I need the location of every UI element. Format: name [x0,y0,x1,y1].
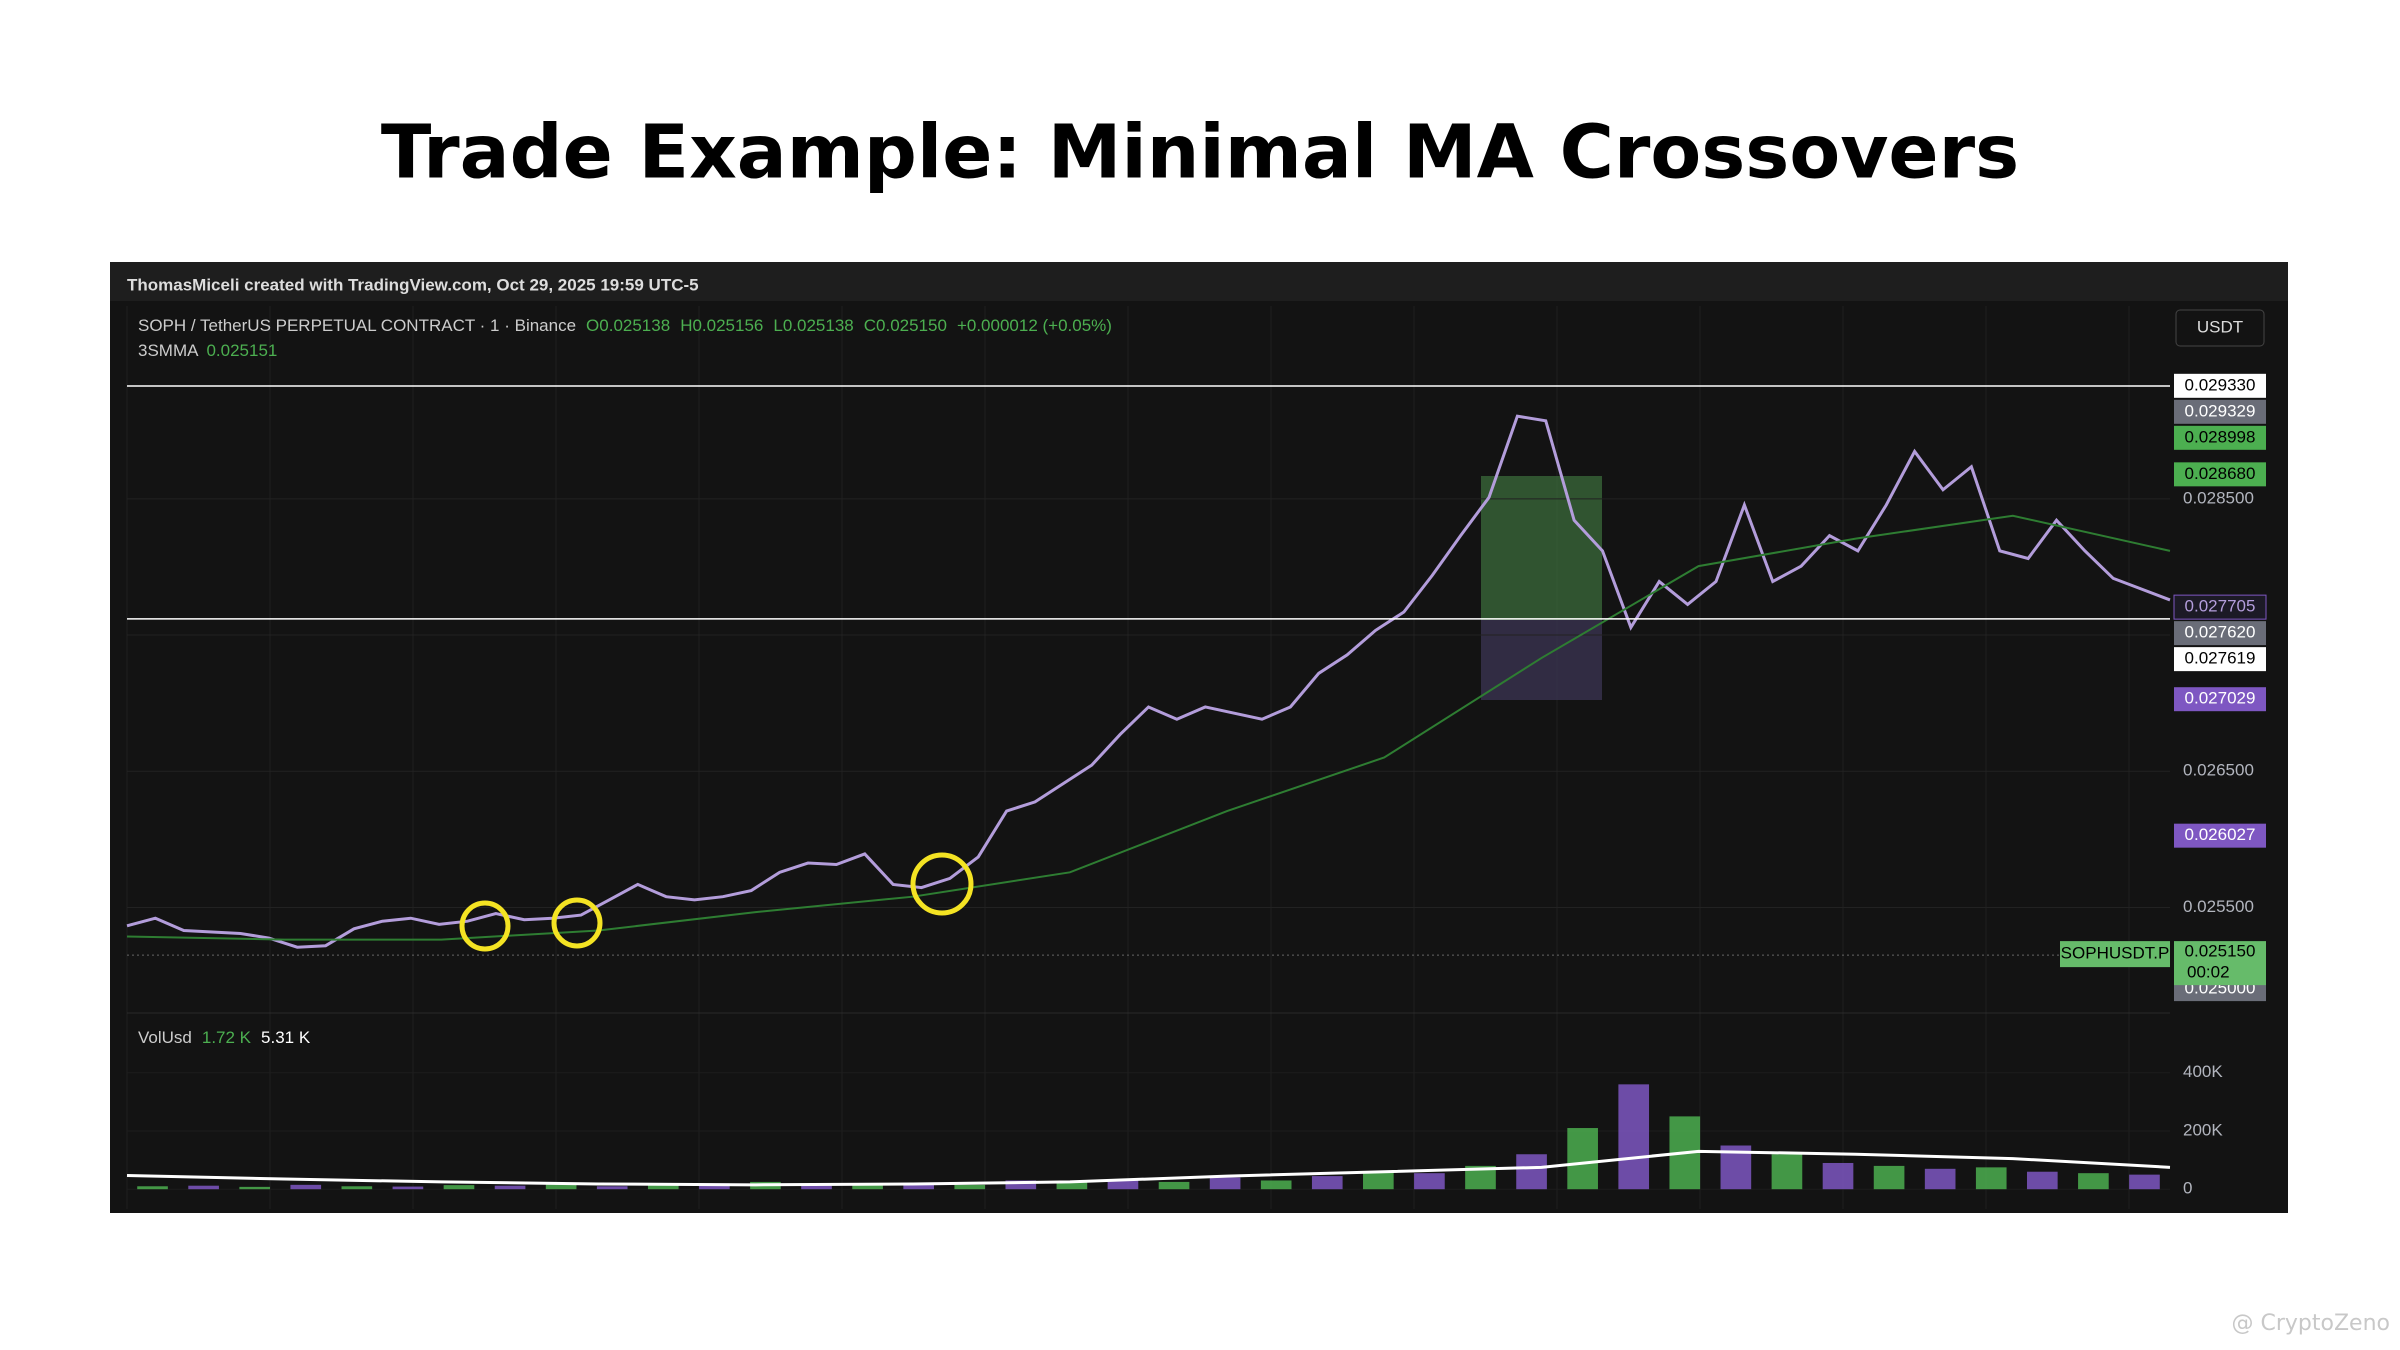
volume-bar [1771,1154,1803,1190]
volume-ma-value: 5.31 K [261,1028,311,1047]
current-price-label: 0.025150 [2185,942,2256,961]
price-badge [2174,687,2266,712]
volume-value: 1.72 K [202,1028,252,1047]
volume-bar [1209,1177,1241,1190]
volume-bar [852,1183,883,1190]
plot: 0.0255000.0265000.0275000.0285000200K400… [126,373,2267,1198]
ohlc-change: +0.000012 (+0.05%) [957,316,1112,335]
ma-value: 0.025151 [206,341,277,360]
volume-bar [1363,1171,1394,1190]
price-badge-label: 0.027619 [2185,649,2256,668]
volume-bar [341,1186,373,1190]
volume-bar [1516,1154,1547,1190]
price-badge-label: 0.026027 [2185,825,2256,844]
symbol-badge [2060,941,2170,968]
ma-legend: 3SMMA 0.025151 [138,341,277,360]
y-tick-label: 0.025500 [2183,897,2254,916]
volume-bar [647,1184,679,1190]
price-badge-label: 0.027705 [2185,597,2256,616]
volume-bar [1311,1176,1343,1190]
price-badge-label: 0.028680 [2185,464,2256,483]
volume-ma-line [126,1149,2171,1187]
volume-bar [1056,1181,1088,1190]
price-badge [2174,621,2266,646]
price-badge-label: 0.027029 [2185,689,2256,708]
volume-bar [1107,1179,1139,1190]
y-tick-label: 0.026500 [2183,761,2254,780]
volume-bar [137,1186,168,1190]
y-tick-label: 0.028500 [2183,488,2254,507]
chart-panel [110,262,2288,1213]
ohlc-low: L0.025138 [773,316,853,335]
currency-box [2175,309,2265,347]
ohlc-close: C0.025150 [864,316,947,335]
volume-bar [1414,1173,1445,1190]
volume-bar [1465,1165,1496,1190]
volume-bar [2078,1173,2109,1190]
price-line [126,414,2171,949]
volume-legend: VolUsd 1.72 K 5.31 K [138,1028,311,1047]
attribution-bar [110,262,2288,301]
price-badge [2174,373,2266,398]
symbol-legend: SOPH / TetherUS PERPETUAL CONTRACT · 1 ·… [138,316,1112,335]
volume-bar [1005,1180,1037,1190]
price-badge-label: 0.029330 [2185,375,2256,394]
attribution: ThomasMiceli created with TradingView.co… [127,275,699,294]
price-badge-label: 0.029329 [2185,401,2256,420]
volume-bar [2026,1171,2058,1190]
price-badge [2174,399,2266,424]
volume-bar [1567,1128,1598,1190]
volume-bar [1158,1181,1190,1190]
volume-bar [1975,1167,2007,1190]
crossover-circle [910,852,974,916]
volume-bar [801,1185,832,1190]
symbol-badge-label: SOPHUSDT.P [2061,944,2170,963]
volume-bar [1618,1084,1650,1190]
price-badge [2173,594,2267,620]
volume-bar [903,1182,934,1190]
volume-bar [954,1184,986,1190]
watermark: @ CryptoZeno [2232,1311,2390,1336]
take-profit-zone [1481,476,1602,620]
volume-bar [1822,1162,1854,1190]
price-badge [2174,647,2266,672]
price-badge-label: 0.027620 [2185,623,2256,642]
vertical-grid [126,306,2130,1209]
volume-bar [188,1185,219,1190]
price-badge [2174,425,2266,450]
volume-bar [1924,1168,1956,1190]
crossover-circle [551,897,603,949]
price-badge [2174,823,2266,848]
ma-name: 3SMMA [138,341,199,360]
slide-title: Trade Example: Minimal MA Crossovers [381,110,2019,196]
volume-bar [596,1186,628,1190]
volume-name: VolUsd [138,1028,192,1047]
crossover-circle [459,900,511,952]
price-badge-label: 0.028998 [2185,427,2256,446]
symbol: SOPH / TetherUS PERPETUAL CONTRACT · 1 ·… [138,316,576,335]
volume-bar [494,1185,526,1190]
stop-loss-zone [1481,620,1602,700]
price-badge [2174,462,2266,487]
currency: USDT [2197,317,2243,336]
ohlc-open: O0.025138 [586,316,670,335]
current-price-badge [2174,941,2266,986]
volume-tick-label: 200K [2183,1120,2223,1139]
volume-bar [2129,1174,2160,1190]
volume-tick-label: 400K [2183,1062,2223,1081]
volume-bar [443,1185,475,1190]
volume-bar [1873,1165,1905,1190]
volume-bar [1260,1180,1292,1190]
volume-tick-label: 0 [2183,1179,2192,1198]
volume-bar [545,1183,577,1190]
volume-bar [392,1186,424,1190]
volume-bar [699,1183,730,1190]
countdown: 00:02 [2187,963,2230,982]
ohlc-high: H0.025156 [680,316,763,335]
volume-bar [290,1184,322,1190]
volume-bar [239,1186,271,1190]
